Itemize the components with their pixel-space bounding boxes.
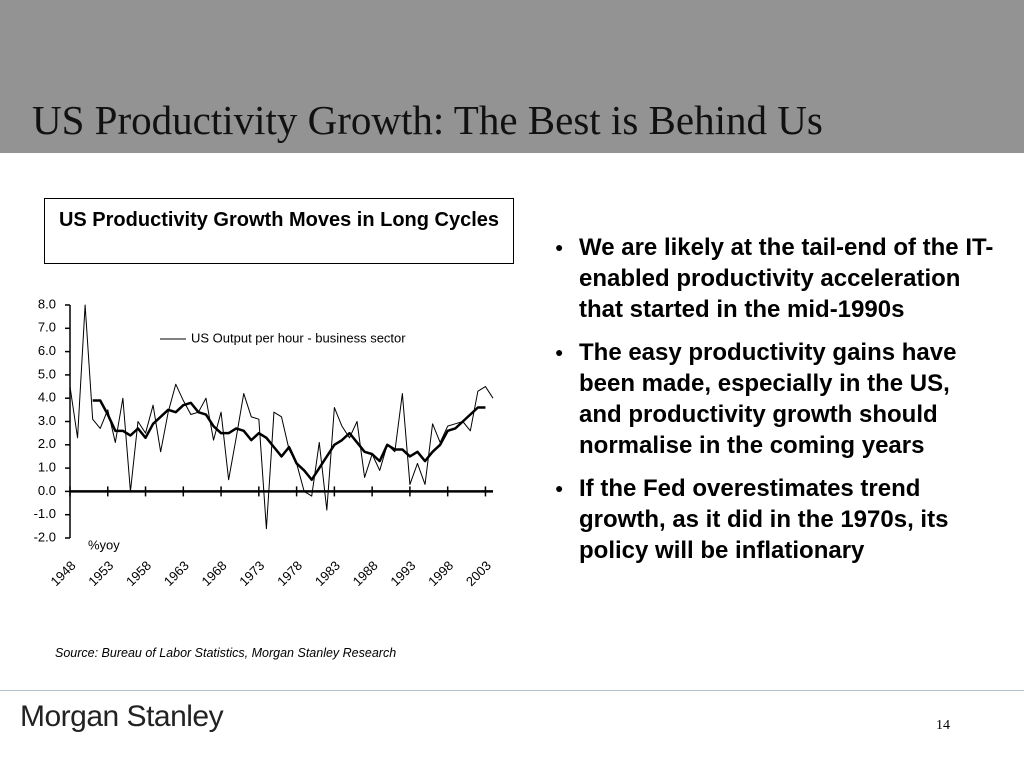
header-band (0, 0, 1024, 153)
x-tick-label: 1963 (161, 558, 192, 589)
logo: Morgan Stanley (20, 700, 224, 733)
x-tick-label: 1973 (236, 558, 267, 589)
x-tick-label: 1993 (387, 558, 418, 589)
y-tick-label: 1.0 (38, 460, 56, 475)
x-tick-label: 1978 (274, 558, 305, 589)
bullet: If the Fed overestimates trend growth, a… (555, 473, 995, 566)
x-tick-label: 2003 (463, 558, 494, 589)
series-line (92, 399, 486, 481)
source-note: Source: Bureau of Labor Statistics, Morg… (55, 646, 397, 660)
bullet: The easy productivity gains have been ma… (555, 337, 995, 461)
x-tick-label: 1968 (199, 558, 230, 589)
x-tick-label: 1958 (123, 558, 154, 589)
y-tick-label: 8.0 (38, 296, 56, 311)
chart-title: US Productivity Growth Moves in Long Cyc… (44, 198, 514, 264)
page-number: 14 (936, 718, 950, 733)
bullet-list: We are likely at the tail-end of the IT-… (555, 232, 995, 578)
y-tick-label: 4.0 (38, 390, 56, 405)
x-tick-label: 1953 (85, 558, 116, 589)
series-line (69, 304, 494, 530)
y-tick-label: 6.0 (38, 343, 56, 358)
legend-label: US Output per hour - business sector (191, 330, 406, 345)
y-unit-label: %yoy (88, 537, 120, 552)
x-tick-label: 1998 (425, 558, 456, 589)
y-tick-label: 3.0 (38, 413, 56, 428)
y-tick-label: -2.0 (34, 529, 56, 544)
footer-rule (0, 690, 1024, 691)
bullet: We are likely at the tail-end of the IT-… (555, 232, 995, 325)
y-tick-label: -1.0 (34, 506, 56, 521)
y-tick-label: 5.0 (38, 366, 56, 381)
slide-title: US Productivity Growth: The Best is Behi… (32, 97, 823, 143)
y-tick-label: 2.0 (38, 436, 56, 451)
chart: %yoy 8.0 7.0 6.0 5.0 4.0 3.0 2.0 1.0 0.0 -1.0 -2.0… (34, 296, 494, 589)
x-tick-label: 1988 (350, 558, 381, 589)
x-tick-label: 1948 (47, 558, 78, 589)
x-tick-label: 1983 (312, 558, 343, 589)
y-tick-label: 0.0 (38, 483, 56, 498)
y-tick-label: 7.0 (38, 320, 56, 335)
